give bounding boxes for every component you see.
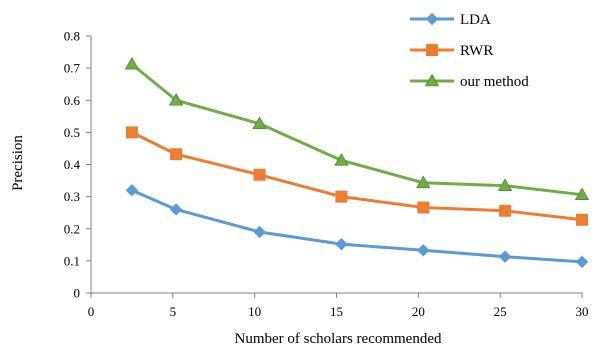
x-tick-label: 0	[88, 304, 95, 319]
x-tick-label: 25	[494, 304, 507, 319]
data-point-lda	[169, 203, 183, 216]
x-tick-label: 5	[170, 304, 177, 319]
data-point-our-method	[124, 56, 140, 70]
series-layer	[124, 56, 590, 269]
legend-item-rwr: RWR	[410, 43, 493, 59]
series-line-lda	[131, 188, 583, 264]
series-lda	[125, 183, 589, 269]
x-tick-label: 20	[412, 304, 425, 319]
data-point-our-method	[497, 178, 513, 191]
data-point-our-method	[252, 116, 267, 129]
x-tick-label: 10	[248, 304, 261, 319]
data-point-lda	[125, 183, 139, 197]
series-rwr	[125, 126, 588, 226]
data-point-rwr	[417, 201, 430, 214]
y-axis-ticks: 0 0.1 0.2 0.3 0.4 0.5 0.6 0.7 0.8	[64, 29, 91, 301]
y-tick-label: 0.2	[64, 221, 80, 236]
x-axis-ticks: 0 5 10 15 20 25 30	[88, 293, 589, 319]
data-point-our-method	[168, 92, 184, 106]
y-tick-label: 0.3	[64, 189, 80, 204]
y-tick-label: 0.8	[64, 29, 80, 44]
x-axis-title: Number of scholars recommended	[234, 331, 442, 347]
y-tick-label: 0	[74, 286, 81, 301]
y-tick-label: 0.6	[64, 93, 81, 108]
data-point-our-method	[334, 153, 349, 166]
legend-swatch-marker	[424, 73, 440, 87]
data-point-lda	[575, 255, 589, 269]
legend-item-lda: LDA	[410, 12, 491, 28]
legend-label: RWR	[460, 43, 493, 59]
x-tick-label: 30	[576, 304, 589, 319]
series-our-method	[124, 56, 590, 200]
data-point-lda	[253, 225, 266, 239]
data-point-lda	[498, 250, 512, 263]
legend: LDA RWR our method	[410, 12, 529, 90]
legend-label: our method	[460, 74, 529, 90]
data-point-rwr	[253, 168, 266, 181]
y-tick-label: 0.1	[64, 253, 80, 268]
legend-label: LDA	[460, 12, 491, 28]
data-point-rwr	[576, 213, 588, 226]
data-point-rwr	[499, 204, 512, 217]
data-point-lda	[417, 244, 430, 257]
y-tick-label: 0.5	[64, 125, 80, 140]
data-point-rwr	[170, 148, 183, 161]
y-tick-label: 0.4	[64, 157, 81, 172]
legend-item-our-method: our method	[410, 73, 529, 90]
legend-swatch-marker	[425, 12, 439, 26]
y-tick-label: 0.7	[64, 61, 81, 76]
x-tick-label: 15	[330, 304, 343, 319]
data-point-lda	[335, 237, 348, 251]
data-point-rwr	[125, 126, 138, 139]
series-line-rwr	[131, 131, 583, 222]
data-point-our-method	[416, 175, 431, 189]
data-point-rwr	[335, 190, 348, 203]
data-point-our-method	[574, 187, 590, 200]
legend-swatch-marker	[426, 44, 438, 56]
y-axis-title: Precision	[10, 135, 26, 191]
